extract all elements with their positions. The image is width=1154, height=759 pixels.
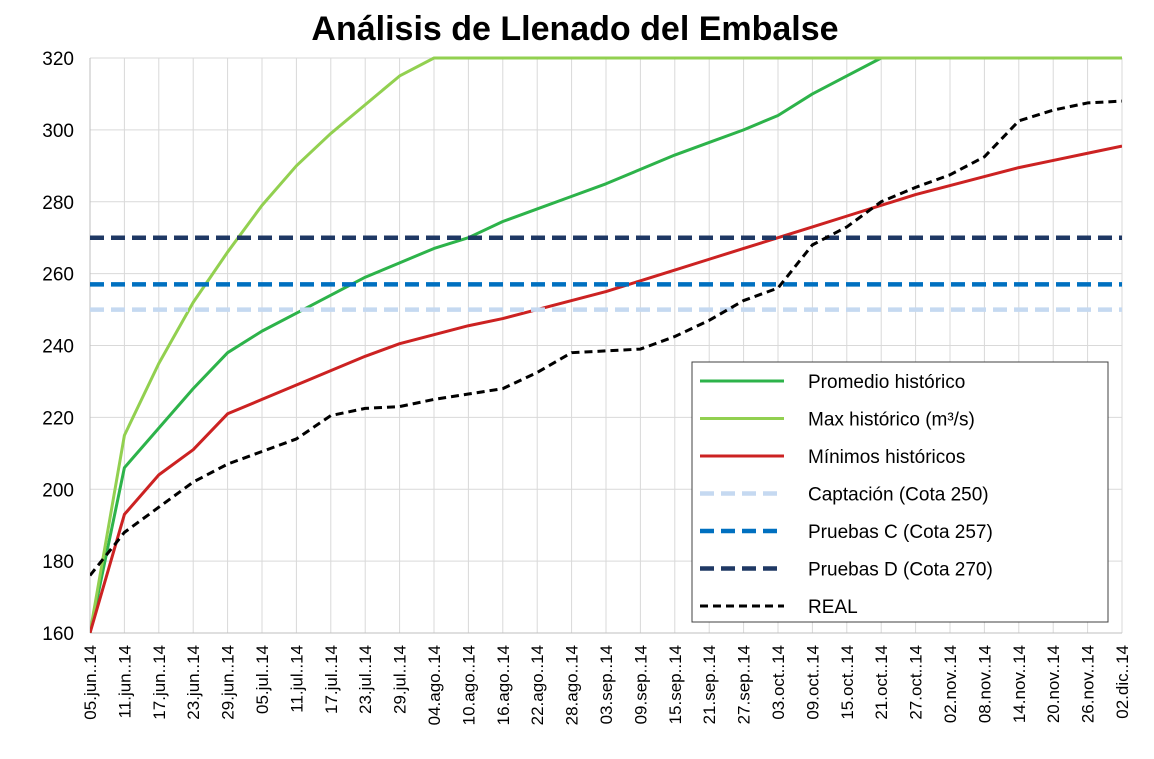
x-tick-label: 03.oct..14: [769, 645, 788, 720]
y-tick-label: 260: [42, 265, 74, 286]
x-tick-label: 02.nov..14: [941, 645, 960, 723]
x-tick-label: 28.ago..14: [563, 645, 582, 725]
x-tick-label: 27.sep..14: [735, 645, 754, 724]
legend-box: [691, 361, 1109, 623]
legend-label: Pruebas D (Cota 270): [808, 560, 993, 581]
x-tick-label: 23.jun..14: [184, 645, 203, 720]
x-tick-label: 17.jun..14: [150, 645, 169, 720]
x-tick-label: 23.jul..14: [356, 645, 375, 714]
x-tick-label: 21.oct..14: [872, 645, 891, 720]
x-tick-label: 02.dic..14: [1113, 645, 1132, 719]
series-line: [90, 99, 1122, 577]
legend-label: Promedio histórico: [808, 372, 965, 393]
x-tick-label: 20.nov..14: [1044, 645, 1063, 723]
x-tick-label: 15.sep..14: [666, 645, 685, 724]
x-tick-label: 15.oct..14: [838, 645, 857, 720]
legend-label: REAL: [808, 597, 858, 618]
x-tick-label: 10.ago..14: [459, 645, 478, 725]
x-tick-label: 16.ago..14: [494, 645, 513, 725]
y-tick-label: 300: [42, 121, 74, 142]
x-tick-label: 05.jul..14: [253, 645, 272, 714]
y-tick-label: 240: [42, 337, 74, 358]
x-tick-label: 09.oct..14: [803, 645, 822, 720]
x-tick-label: 11.jul..14: [287, 645, 306, 713]
y-tick-label: 280: [42, 193, 74, 214]
y-tick-label: 160: [42, 624, 74, 645]
x-tick-label: 21.sep..14: [700, 645, 719, 724]
x-tick-label: 05.jun..14: [81, 645, 100, 720]
legend-label: Pruebas C (Cota 257): [808, 522, 993, 543]
chart-title: Análisis de Llenado del Embalse: [311, 10, 838, 48]
x-tick-label: 29.jul..14: [391, 645, 410, 714]
y-tick-label: 320: [42, 49, 74, 70]
x-tick-label: 29.jun..14: [219, 645, 238, 720]
x-tick-label: 04.ago..14: [425, 645, 444, 725]
x-tick-label: 26.nov..14: [1079, 645, 1098, 723]
series-line: [90, 56, 1122, 633]
legend-label: Captación (Cota 250): [808, 485, 989, 506]
series-line: [90, 144, 1122, 633]
x-tick-label: 09.sep..14: [631, 645, 650, 724]
y-tick-label: 200: [42, 480, 74, 501]
y-tick-label: 180: [42, 552, 74, 573]
x-tick-label: 27.oct..14: [907, 645, 926, 720]
x-tick-label: 03.sep..14: [597, 645, 616, 724]
legend-label: Mínimos históricos: [808, 447, 965, 468]
x-tick-label: 14.nov..14: [1010, 645, 1029, 723]
x-tick-label: 08.nov..14: [975, 645, 994, 723]
y-tick-label: 220: [42, 408, 74, 429]
x-tick-label: 17.jul..14: [322, 645, 341, 714]
legend-label: Max histórico (m³/s): [808, 410, 975, 431]
x-tick-label: 11.jun..14: [115, 645, 134, 718]
x-tick-label: 22.ago..14: [528, 645, 547, 725]
